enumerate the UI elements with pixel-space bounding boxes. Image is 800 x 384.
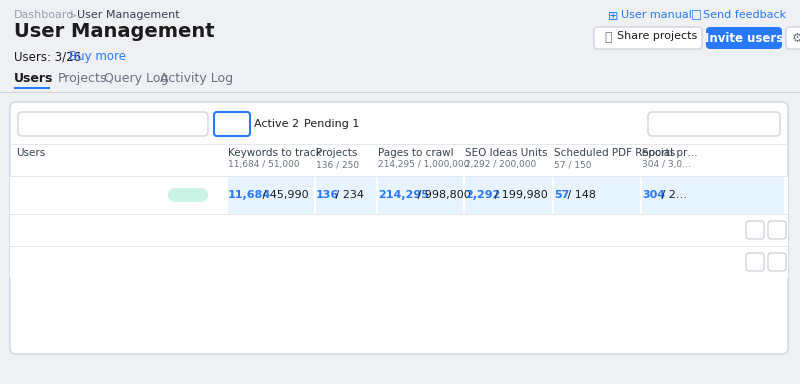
Text: / 148: / 148 — [565, 190, 596, 200]
Text: Owner: Owner — [171, 190, 205, 200]
Bar — [228, 177, 314, 214]
FancyBboxPatch shape — [648, 112, 780, 136]
Text: / 199,980: / 199,980 — [491, 190, 548, 200]
Text: Dashboard: Dashboard — [14, 10, 74, 20]
Text: ↺: ↺ — [749, 223, 761, 237]
Text: 0 / 10: 0 / 10 — [465, 257, 497, 267]
Text: ... / 1: ... / 1 — [316, 225, 345, 235]
Bar — [642, 177, 784, 214]
FancyBboxPatch shape — [768, 253, 786, 271]
Bar — [10, 177, 788, 214]
Text: Scheduled PDF Reports: Scheduled PDF Reports — [554, 148, 675, 158]
Text: Buy more: Buy more — [69, 50, 126, 63]
Text: 214,295 / 1,000,000: 214,295 / 1,000,000 — [378, 160, 470, 169]
Bar — [10, 144, 788, 145]
Bar — [10, 176, 788, 177]
Text: 2,292 / 200,000: 2,292 / 200,000 — [465, 160, 536, 169]
Text: Social pr…: Social pr… — [642, 148, 698, 158]
Bar — [10, 246, 788, 247]
Text: Pending 1: Pending 1 — [304, 119, 359, 129]
Text: 0 / 5,000: 0 / 5,000 — [228, 257, 278, 267]
Bar — [465, 177, 552, 214]
Text: Projects: Projects — [316, 148, 358, 158]
Text: Users: Users — [16, 148, 46, 158]
Text: / 2…: / 2… — [658, 190, 686, 200]
Text: Projects: Projects — [58, 72, 107, 85]
Text: 2,292: 2,292 — [465, 190, 500, 200]
Text: / 234: / 234 — [332, 190, 363, 200]
FancyBboxPatch shape — [168, 188, 208, 202]
Text: 11,684 / 51,000: 11,684 / 51,000 — [228, 160, 300, 169]
FancyBboxPatch shape — [214, 112, 250, 136]
Text: ⧉: ⧉ — [604, 31, 611, 44]
Bar — [10, 215, 788, 246]
Text: 🗑: 🗑 — [774, 223, 781, 237]
Text: sub-user2@semrush.com: sub-user2@semrush.com — [16, 225, 158, 235]
Text: ... / 200: ... / 200 — [378, 225, 421, 235]
Bar — [316, 177, 376, 214]
Text: Keywords to track: Keywords to track — [228, 148, 322, 158]
Text: Share projects: Share projects — [617, 31, 698, 41]
Text: 🔍: 🔍 — [30, 116, 37, 126]
Text: 136 / 250: 136 / 250 — [316, 160, 359, 169]
Text: Query Log: Query Log — [104, 72, 168, 85]
Text: User Management: User Management — [14, 22, 214, 41]
Text: account-owner@semrush.com: account-owner@semrush.com — [16, 190, 186, 200]
Text: ✎: ✎ — [750, 255, 760, 268]
Text: / 45,990: / 45,990 — [259, 190, 309, 200]
FancyBboxPatch shape — [594, 27, 702, 49]
Bar — [0, 92, 800, 93]
Text: sub-user1@semrush.com: sub-user1@semrush.com — [16, 257, 158, 267]
Text: 0 / 1,000: 0 / 1,000 — [378, 257, 427, 267]
Text: Users: 3/26: Users: 3/26 — [14, 50, 81, 63]
Text: SEO Ideas Units: SEO Ideas Units — [465, 148, 547, 158]
Text: User Management: User Management — [77, 10, 180, 20]
Text: ... / 5: ... / 5 — [642, 225, 670, 235]
Text: ... / 1: ... / 1 — [554, 225, 582, 235]
Text: 0 / 1: 0 / 1 — [554, 257, 578, 267]
Text: 0 / 15: 0 / 15 — [316, 257, 348, 267]
Text: ⊞: ⊞ — [608, 10, 618, 23]
FancyBboxPatch shape — [746, 221, 764, 239]
Text: ... / 10: ... / 10 — [228, 225, 264, 235]
Bar — [10, 214, 788, 215]
Text: All 3: All 3 — [220, 119, 244, 129]
Text: ☐: ☐ — [691, 10, 702, 23]
FancyBboxPatch shape — [10, 102, 788, 354]
Text: ↖: ↖ — [730, 117, 742, 131]
Text: 57: 57 — [554, 190, 570, 200]
Text: 214,295: 214,295 — [378, 190, 429, 200]
Text: 0 / 0: 0 / 0 — [642, 257, 666, 267]
Text: / 998,800: / 998,800 — [414, 190, 471, 200]
Bar — [10, 247, 788, 278]
Text: Send feedback: Send feedback — [703, 10, 786, 20]
Text: Usage and purchase: Usage and purchase — [657, 119, 771, 129]
Text: 11,684: 11,684 — [228, 190, 271, 200]
Text: 🗑: 🗑 — [774, 255, 781, 268]
FancyBboxPatch shape — [746, 253, 764, 271]
FancyBboxPatch shape — [18, 112, 208, 136]
Bar — [554, 177, 640, 214]
Text: Pages to crawl: Pages to crawl — [378, 148, 454, 158]
Text: 304 / 3,0…: 304 / 3,0… — [642, 160, 691, 169]
Text: 57 / 150: 57 / 150 — [554, 160, 591, 169]
Text: ⚙: ⚙ — [791, 31, 800, 45]
Text: Invite users: Invite users — [705, 31, 783, 45]
Text: Users: Users — [14, 72, 54, 85]
Text: Search by name or email: Search by name or email — [44, 117, 184, 127]
FancyBboxPatch shape — [768, 221, 786, 239]
FancyBboxPatch shape — [786, 27, 800, 49]
Text: >: > — [68, 10, 78, 20]
FancyBboxPatch shape — [706, 27, 782, 49]
Text: 304: 304 — [642, 190, 665, 200]
Text: 136: 136 — [316, 190, 339, 200]
Text: Active 2: Active 2 — [254, 119, 299, 129]
Text: User manual: User manual — [621, 10, 692, 20]
Text: Activity Log: Activity Log — [160, 72, 233, 85]
Bar — [14, 87, 50, 89]
Bar — [378, 177, 463, 214]
Text: ... / 10: ... / 10 — [465, 225, 501, 235]
